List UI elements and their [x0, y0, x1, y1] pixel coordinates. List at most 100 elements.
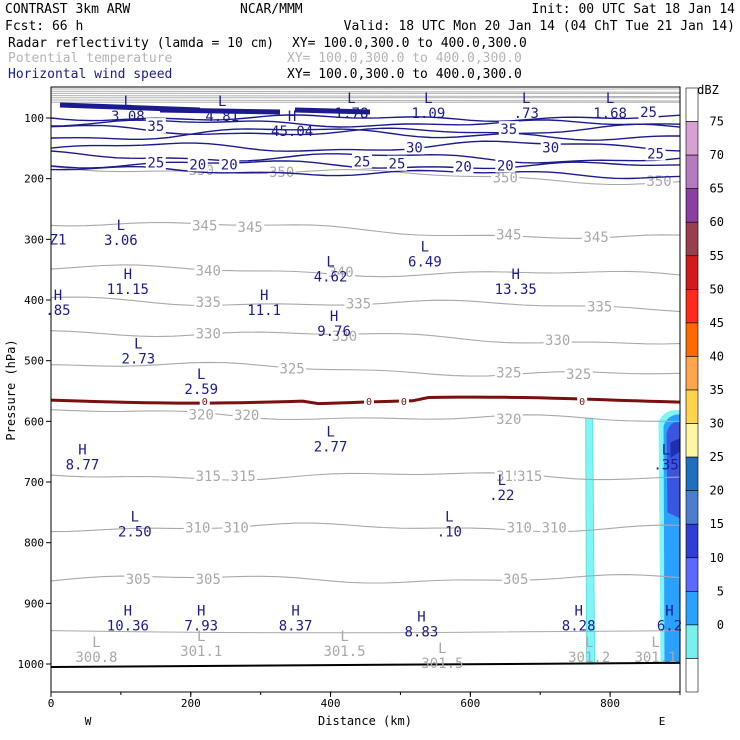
theta-label-bg: [267, 164, 296, 179]
theta-label-bg: [494, 410, 523, 425]
theta-contour-label: 350: [493, 170, 518, 186]
theta-contour-label: 335: [346, 297, 371, 313]
theta-label-bg: [124, 571, 153, 586]
zero-isotherm-layer: 0 0 0 0: [50, 395, 681, 408]
theta-label-bg: [278, 360, 307, 375]
wind-extremum-value: 8.77: [66, 458, 100, 474]
wind-extremum-marker: H: [574, 603, 582, 619]
wind-extremum-marker: L: [347, 91, 355, 107]
theta-label-bg: [183, 519, 212, 534]
wind-extremum-value: 3.06: [104, 233, 138, 249]
colorbar-swatch: [685, 557, 699, 592]
theta-contour-label: 325: [566, 367, 591, 383]
wind-label-bg: [219, 156, 240, 172]
theta-contour-label: 310: [224, 521, 249, 537]
colorbar-label: 0: [717, 618, 724, 632]
field-theta-xy: XY= 100.0,300.0 to 400.0,300.0: [287, 51, 522, 66]
colorbar-label: 20: [710, 484, 724, 498]
header-forecast: Fcst: 66 h: [5, 19, 83, 34]
theta-extremum-marker: L: [585, 635, 593, 651]
header-valid: Valid: 18 UTC Mon 20 Jan 14 (04 ChT Tue …: [344, 19, 735, 34]
zero-isotherm-label: 0: [401, 397, 407, 408]
wind-extremum-marker: H: [665, 603, 673, 619]
colorbar-label: 75: [710, 115, 724, 129]
zero-label-bg: [363, 395, 374, 407]
wind-extremum-marker: L: [131, 509, 139, 525]
theta-extremum-value: 301.5: [323, 644, 365, 660]
wind-extremum-marker: L: [124, 94, 132, 110]
wind-extremum-value: 7.93: [184, 618, 218, 634]
zero-isotherm-label: 0: [366, 397, 372, 408]
theta-label-bg: [229, 467, 258, 482]
wind-contour-label: 20: [189, 157, 206, 173]
wind-extremum-marker: L: [326, 255, 334, 271]
theta-contour-label: 310: [542, 521, 567, 537]
x-tick-label: 400: [321, 697, 341, 710]
wind-extremum-marker: H: [78, 443, 86, 459]
wind-label-bg: [145, 118, 166, 134]
wind-extremum-value: .35: [653, 458, 678, 474]
colorbar-swatch: [685, 423, 699, 458]
field-reflectivity-name: Radar reflectivity (lamda = 10 cm): [8, 36, 274, 51]
wind-contour-label: 35: [147, 119, 164, 135]
wind-contour-label: 35: [500, 122, 517, 138]
wind-jet-core: [294, 107, 371, 115]
wind-jet-core: [159, 107, 281, 115]
theta-extremum-value: 301.1: [180, 644, 222, 660]
theta-contour-label: 305: [503, 572, 528, 588]
theta-label-bg: [190, 217, 219, 232]
theta-contour-label: 325: [496, 366, 521, 382]
theta-extremum-value: 301.1: [634, 650, 676, 666]
theta-stratosphere-line: [50, 90, 681, 93]
wind-extremum-marker: H: [288, 109, 296, 125]
colorbar-label: 55: [710, 249, 724, 263]
wind-label-bg: [638, 104, 659, 120]
wind-extremum-value: 8.37: [279, 618, 313, 634]
wind-extremum-marker: H: [124, 267, 132, 283]
theta-label-bg: [505, 519, 534, 534]
theta-label-bg: [494, 364, 523, 379]
colorbar-label: 5: [717, 584, 724, 598]
colorbar-label: 50: [710, 282, 724, 296]
theta-contour-label: 330: [545, 333, 570, 349]
wind-extremum-value: 8.83: [405, 625, 439, 641]
colorbar-swatch: [685, 389, 699, 424]
theta-contour-label: 310: [185, 521, 210, 537]
colorbar-label: 45: [710, 316, 724, 330]
y-tick-label: 600: [24, 415, 44, 428]
colorbar-unit: dBZ: [697, 83, 719, 97]
theta-contour-label: 320: [234, 408, 259, 424]
y-tick-label: 700: [24, 476, 44, 489]
wind-extremum-marker: L: [424, 91, 432, 107]
wind-extremum-value: 8.28: [562, 618, 596, 634]
plot-frame: [50, 86, 681, 693]
wind-extremum-value: 10.36: [107, 618, 149, 634]
wind-label-bg: [145, 154, 166, 170]
axes: 0 200 400 600 800100200300400500600700800900…: [18, 112, 681, 710]
colorbar-swatch: [685, 456, 699, 491]
x-tick-label: 200: [181, 697, 201, 710]
theta-stratosphere-line: [50, 99, 681, 102]
theta-contour-label: 315: [196, 469, 221, 485]
wind-contour-label: 20: [455, 160, 472, 176]
x-axis-label: Distance (km): [318, 714, 412, 728]
colorbar-label: 65: [710, 182, 724, 196]
colorbar-swatch: [685, 154, 699, 189]
y-tick-label: 300: [24, 233, 44, 246]
wind-extremum-value: 1.68: [593, 106, 627, 122]
wind-extremum-value: 4.81: [205, 109, 239, 125]
wind-contour-label: 25: [354, 154, 371, 170]
theta-label-bg: [194, 467, 223, 482]
theta-extremum-marker: L: [340, 629, 348, 645]
y-tick-label: 400: [24, 294, 44, 307]
wind-label-bg: [453, 158, 474, 174]
colorbar-label: 10: [710, 551, 724, 565]
colorbar-swatch: [685, 624, 699, 659]
wind-label-bg: [386, 155, 407, 171]
theta-contour-label: 345: [192, 219, 217, 235]
theta-label-bg: [344, 295, 373, 310]
y-tick-label: 500: [24, 355, 44, 368]
theta-label-bg: [194, 293, 223, 308]
wind-extremum-value: 9.76: [317, 324, 351, 340]
